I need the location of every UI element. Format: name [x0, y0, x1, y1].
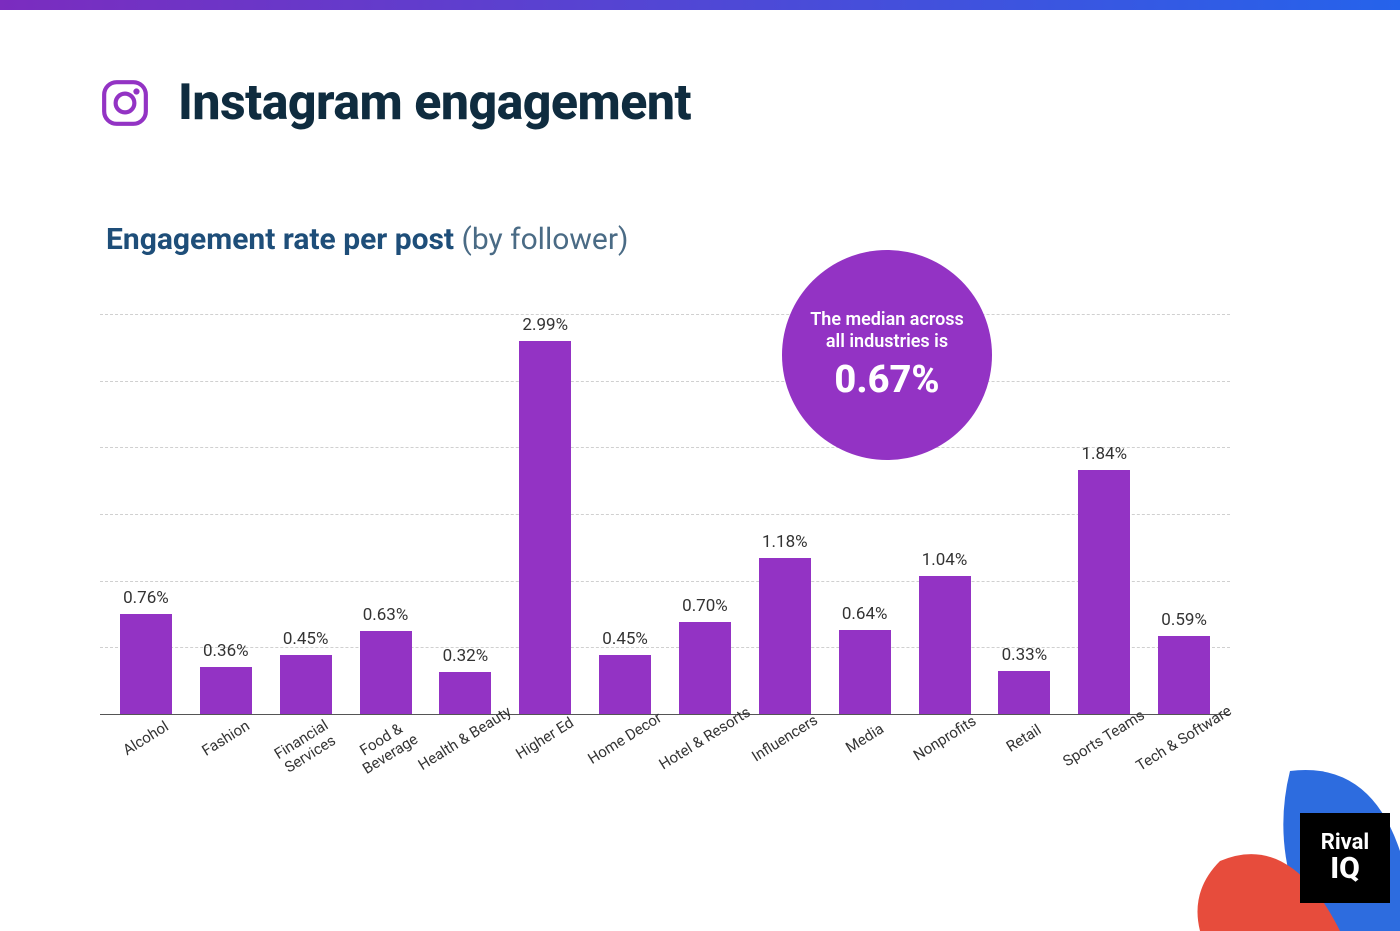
category-label: Home Decor — [585, 709, 665, 768]
bar-value-label: 0.70% — [682, 596, 728, 616]
bar-value-label: 1.18% — [762, 532, 808, 552]
bar-slot: 0.45% — [266, 315, 346, 715]
bar-slot: 0.33% — [984, 315, 1064, 715]
brand-logo: Rival IQ — [1300, 813, 1390, 903]
bar — [200, 667, 252, 715]
category-label: Higher Ed — [513, 714, 577, 763]
x-axis-labels: AlcoholFashionFinancialServicesFood &Bev… — [100, 722, 1230, 802]
bar — [1158, 636, 1210, 715]
category-label: Food &Beverage — [350, 716, 421, 778]
bar-value-label: 0.59% — [1161, 610, 1207, 630]
instagram-icon — [100, 78, 150, 128]
xlabel-slot: Sports Teams — [1064, 722, 1144, 802]
bar-slot: 0.59% — [1144, 315, 1224, 715]
bar — [679, 622, 731, 715]
median-text: The median across all industries is — [802, 309, 972, 354]
bar-slot: 0.36% — [186, 315, 266, 715]
bar-value-label: 0.32% — [443, 646, 489, 666]
page-title: Instagram engagement — [178, 74, 691, 132]
xlabel-slot: Health & Beauty — [425, 722, 505, 802]
category-label: Media — [843, 720, 887, 757]
subtitle-light: (by follower) — [462, 222, 629, 257]
bar-value-label: 1.84% — [1081, 444, 1127, 464]
bar-value-label: 0.45% — [602, 629, 648, 649]
bar — [919, 576, 971, 715]
bar-value-label: 2.99% — [522, 315, 568, 335]
xlabel-slot: Nonprofits — [905, 722, 985, 802]
category-label: FinancialServices — [271, 717, 340, 778]
bar-slot: 2.99% — [505, 315, 585, 715]
category-label: Alcohol — [120, 718, 172, 759]
chart-subtitle: Engagement rate per post (by follower) — [106, 222, 628, 257]
category-label: Nonprofits — [910, 713, 979, 765]
bars-container: 0.76% 0.36% 0.45% 0.63% 0.32% 2.99% 0.45% 0.70%… — [100, 315, 1230, 715]
xlabel-slot: FinancialServices — [266, 722, 346, 802]
bar — [120, 614, 172, 715]
chart-area: 0.76% 0.36% 0.45% 0.63% 0.32% 2.99% 0.45% 0.70%… — [100, 315, 1230, 715]
bar-slot: 0.70% — [665, 315, 745, 715]
bar-value-label: 0.36% — [203, 641, 249, 661]
bar-slot: 0.63% — [346, 315, 426, 715]
bar-value-label: 0.64% — [842, 604, 888, 624]
xlabel-slot: Influencers — [745, 722, 825, 802]
xlabel-slot: Food &Beverage — [346, 722, 426, 802]
bar-slot: 0.76% — [106, 315, 186, 715]
xlabel-slot: Hotel & Resorts — [665, 722, 745, 802]
bar — [360, 631, 412, 715]
bar-slot: 0.45% — [585, 315, 665, 715]
header: Instagram engagement — [100, 74, 691, 132]
xlabel-slot: Retail — [984, 722, 1064, 802]
bar-value-label: 1.04% — [922, 550, 968, 570]
bar-value-label: 0.33% — [1002, 645, 1048, 665]
bar-value-label: 0.63% — [363, 605, 409, 625]
bar-slot: 1.84% — [1064, 315, 1144, 715]
category-label: Retail — [1004, 721, 1045, 756]
category-label: Influencers — [749, 712, 821, 766]
median-callout: The median across all industries is 0.67… — [782, 250, 992, 460]
top-gradient-bar — [0, 0, 1400, 10]
xlabel-slot: Home Decor — [585, 722, 665, 802]
median-value: 0.67% — [834, 358, 939, 402]
bar — [439, 672, 491, 715]
xlabel-slot: Tech & Software — [1144, 722, 1224, 802]
bar — [599, 655, 651, 715]
bar-slot: 0.32% — [425, 315, 505, 715]
bar — [1078, 470, 1130, 715]
xlabel-slot: Higher Ed — [505, 722, 585, 802]
bar — [839, 630, 891, 715]
bar-value-label: 0.45% — [283, 629, 329, 649]
xlabel-slot: Fashion — [186, 722, 266, 802]
bar — [759, 558, 811, 715]
category-label: Fashion — [199, 717, 253, 760]
bar — [998, 671, 1050, 715]
xlabel-slot: Alcohol — [106, 722, 186, 802]
bar — [280, 655, 332, 715]
bar-value-label: 0.76% — [123, 588, 169, 608]
brand-line2: IQ — [1330, 854, 1360, 884]
xlabel-slot: Media — [825, 722, 905, 802]
subtitle-bold: Engagement rate per post — [106, 222, 454, 257]
x-axis-line — [100, 714, 1230, 715]
bar — [519, 341, 571, 715]
